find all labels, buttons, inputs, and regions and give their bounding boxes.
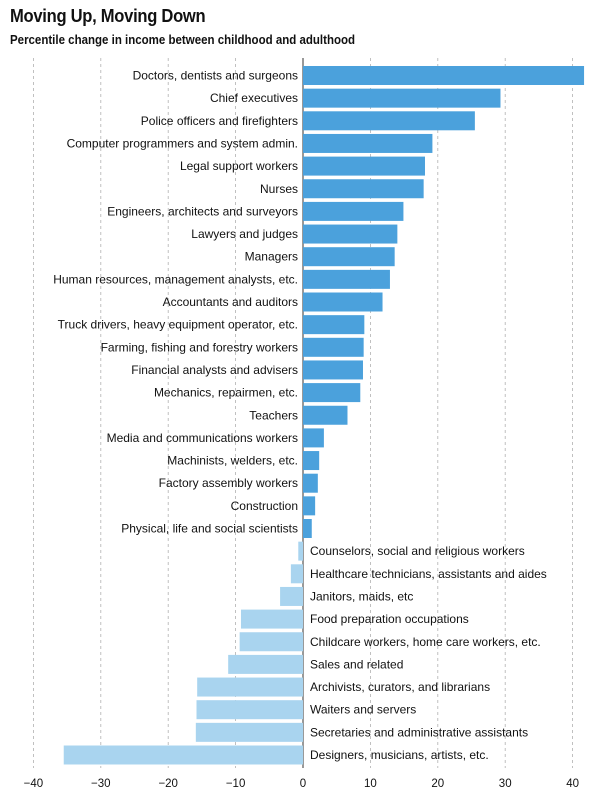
category-label: Secretaries and administrative assistant… <box>310 725 528 739</box>
category-label: Nurses <box>260 182 298 196</box>
category-label: Computer programmers and system admin. <box>67 136 298 150</box>
bar <box>303 428 324 448</box>
bar <box>303 383 361 403</box>
bar <box>303 360 363 380</box>
bar <box>303 247 395 267</box>
bar <box>303 315 365 335</box>
category-label: Truck drivers, heavy equipment operator,… <box>58 318 298 332</box>
bar <box>298 541 303 561</box>
bar <box>290 564 303 584</box>
category-label: Teachers <box>249 408 298 422</box>
x-tick-label: −30 <box>91 778 111 790</box>
x-axis-ticks: −40 −30 −20 −10 0 10 20 30 40 <box>24 778 579 790</box>
bar <box>195 722 303 742</box>
category-label: Chief executives <box>210 91 298 105</box>
chart-title: Moving Up, Moving Down <box>10 6 206 26</box>
x-tick-label: 10 <box>364 778 377 790</box>
category-label: Accountants and auditors <box>163 295 298 309</box>
category-label: Waiters and servers <box>310 703 416 717</box>
category-label: Sales and related <box>310 657 403 671</box>
chart-subtitle: Percentile change in income between chil… <box>10 33 356 47</box>
category-labels: Doctors, dentists and surgeons Chief exec… <box>53 69 547 763</box>
category-label: Doctors, dentists and surgeons <box>133 69 298 83</box>
bar <box>63 745 304 765</box>
category-label: Machinists, welders, etc. <box>167 454 298 468</box>
category-label: Food preparation occupations <box>310 612 469 626</box>
bar <box>239 632 303 652</box>
category-label: Lawyers and judges <box>191 227 298 241</box>
x-tick-label: −10 <box>226 778 246 790</box>
category-label: Physical, life and social scientists <box>121 522 298 536</box>
category-label: Financial analysts and advisers <box>131 363 298 377</box>
bar <box>196 700 303 720</box>
category-label: Mechanics, repairmen, etc. <box>154 386 298 400</box>
bar <box>197 677 303 697</box>
bar <box>303 292 383 312</box>
bar <box>303 473 318 493</box>
category-label: Construction <box>231 499 298 513</box>
category-label: Managers <box>245 250 298 264</box>
category-label: Designers, musicians, artists, etc. <box>310 748 489 762</box>
category-label: Factory assembly workers <box>159 476 298 490</box>
bar <box>303 451 320 471</box>
category-label: Farming, fishing and forestry workers <box>101 340 298 354</box>
category-label: Legal support workers <box>180 159 298 173</box>
bar <box>303 269 390 289</box>
bar <box>280 586 303 606</box>
category-label: Media and communications workers <box>107 431 298 445</box>
bar <box>303 405 348 425</box>
bar <box>303 133 433 153</box>
category-label: Healthcare technicians, assistants and a… <box>310 567 547 581</box>
x-tick-label: −20 <box>158 778 178 790</box>
bars <box>63 66 585 765</box>
category-label: Engineers, architects and surveyors <box>107 204 298 218</box>
bar <box>303 201 404 221</box>
bar <box>303 224 398 244</box>
bar <box>228 654 303 674</box>
x-tick-label: −40 <box>24 778 44 790</box>
bar <box>303 179 424 199</box>
category-label: Janitors, maids, etc <box>310 589 413 603</box>
bar <box>240 609 303 629</box>
category-label: Human resources, management analysts, et… <box>53 272 298 286</box>
x-tick-label: 0 <box>300 778 306 790</box>
bar <box>303 66 585 85</box>
category-label: Police officers and firefighters <box>141 114 298 128</box>
category-label: Childcare workers, home care workers, et… <box>310 635 541 649</box>
category-label: Counselors, social and religious workers <box>310 544 525 558</box>
category-label: Archivists, curators, and librarians <box>310 680 490 694</box>
bar <box>303 519 312 538</box>
bar <box>303 156 425 176</box>
x-tick-label: 40 <box>566 778 579 790</box>
bar <box>303 496 316 516</box>
bar <box>303 111 475 131</box>
x-tick-label: 30 <box>499 778 512 790</box>
bar <box>303 337 364 357</box>
x-tick-label: 20 <box>431 778 444 790</box>
bar <box>303 88 501 108</box>
